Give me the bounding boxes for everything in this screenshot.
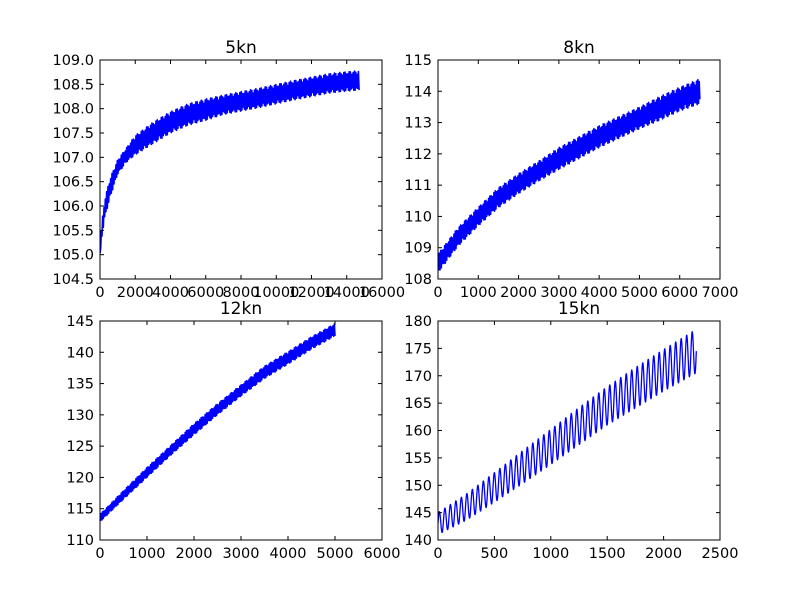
y-tick-label: 109.0 bbox=[52, 53, 94, 69]
x-tick-label: 12000 bbox=[288, 285, 334, 301]
subplot-15kn: 0 500 1000 1500 2000 2500 140 145 150 155 160 165 17… bbox=[404, 299, 738, 562]
y-tick-label: 120 bbox=[66, 470, 94, 486]
x-tick-label: 0 bbox=[433, 285, 442, 301]
y-tick-label: 175 bbox=[404, 341, 432, 357]
y-tick-label: 140 bbox=[404, 533, 432, 549]
y-tick-label: 112 bbox=[404, 147, 432, 163]
axes-frame bbox=[99, 320, 383, 541]
y-tick-label: 108.5 bbox=[52, 77, 94, 93]
x-tick-label: 16000 bbox=[359, 285, 405, 301]
y-tick-label: 160 bbox=[404, 424, 432, 440]
y-tick-label: 107.0 bbox=[52, 150, 94, 166]
y-tick-label: 109 bbox=[404, 241, 432, 257]
y-tick-label: 180 bbox=[404, 314, 432, 330]
y-tick-label: 140 bbox=[66, 345, 94, 361]
x-tick-label: 2500 bbox=[702, 546, 739, 562]
y-tick-label: 115 bbox=[66, 502, 94, 518]
y-tick-label: 107.5 bbox=[52, 126, 94, 142]
y-tick-label: 108 bbox=[404, 272, 432, 288]
subplot-title: 5kn bbox=[225, 38, 256, 58]
x-tick-label: 1000 bbox=[129, 546, 166, 562]
x-tick-label: 2000 bbox=[645, 546, 682, 562]
subplot-8kn: 0 1000 2000 3000 4000 5000 6000 7000 108 109 110 11… bbox=[404, 38, 738, 301]
y-tick-label: 150 bbox=[404, 478, 432, 494]
x-tick-label: 3000 bbox=[540, 285, 577, 301]
series-line-12kn-0 bbox=[100, 323, 336, 522]
x-tick-label: 2000 bbox=[500, 285, 537, 301]
y-tick-label: 111 bbox=[404, 178, 432, 194]
y-tick-label: 125 bbox=[66, 439, 94, 455]
x-tick-label: 0 bbox=[433, 546, 442, 562]
y-tick-label: 135 bbox=[66, 377, 94, 393]
y-tick-label: 106.0 bbox=[52, 199, 94, 215]
x-tick-label: 8000 bbox=[223, 285, 260, 301]
x-tick-label: 6000 bbox=[661, 285, 698, 301]
x-tick-label: 6000 bbox=[364, 546, 401, 562]
y-tick-label: 114 bbox=[404, 84, 432, 100]
x-tick-label: 1500 bbox=[589, 546, 626, 562]
y-tick-label: 115 bbox=[404, 53, 432, 69]
series-line-5kn-0 bbox=[100, 70, 360, 254]
series-line-8kn-0 bbox=[438, 78, 701, 271]
y-tick-label: 104.5 bbox=[52, 272, 94, 288]
x-tick-label: 14000 bbox=[324, 285, 370, 301]
y-tick-label: 170 bbox=[404, 369, 432, 385]
y-tick-label: 110 bbox=[66, 533, 94, 549]
y-tick-label: 105.0 bbox=[52, 248, 94, 264]
y-tick-label: 145 bbox=[66, 314, 94, 330]
x-tick-label: 3000 bbox=[223, 546, 260, 562]
subplot-title: 12kn bbox=[220, 299, 262, 319]
x-tick-label: 0 bbox=[95, 285, 104, 301]
x-tick-label: 2000 bbox=[117, 285, 154, 301]
x-tick-label: 500 bbox=[481, 546, 509, 562]
y-tick-label: 113 bbox=[404, 116, 432, 132]
x-tick-label: 5000 bbox=[317, 546, 354, 562]
axes-frame bbox=[437, 59, 721, 280]
y-tick-label: 106.5 bbox=[52, 175, 94, 191]
x-tick-label: 5000 bbox=[621, 285, 658, 301]
subplot-title: 8kn bbox=[563, 38, 594, 58]
x-tick-label: 4000 bbox=[581, 285, 618, 301]
y-tick-label: 105.5 bbox=[52, 223, 94, 239]
y-tick-label: 145 bbox=[404, 506, 432, 522]
x-tick-label: 4000 bbox=[152, 285, 189, 301]
y-tick-label: 110 bbox=[404, 209, 432, 225]
x-tick-label: 1000 bbox=[460, 285, 497, 301]
y-tick-label: 155 bbox=[404, 451, 432, 467]
x-tick-label: 7000 bbox=[702, 285, 739, 301]
x-tick-label: 1000 bbox=[532, 546, 569, 562]
x-tick-label: 6000 bbox=[187, 285, 224, 301]
x-tick-label: 10000 bbox=[253, 285, 299, 301]
y-tick-label: 108.0 bbox=[52, 102, 94, 118]
subplot-title: 15kn bbox=[558, 299, 600, 319]
x-tick-label: 4000 bbox=[270, 546, 307, 562]
subplot-12kn: 0 1000 2000 3000 4000 5000 6000 110 115 120 125 130… bbox=[66, 299, 400, 562]
x-tick-label: 2000 bbox=[176, 546, 213, 562]
series-line-15kn-0 bbox=[438, 331, 697, 534]
y-tick-label: 130 bbox=[66, 408, 94, 424]
x-tick-label: 0 bbox=[95, 546, 104, 562]
y-tick-label: 165 bbox=[404, 396, 432, 412]
